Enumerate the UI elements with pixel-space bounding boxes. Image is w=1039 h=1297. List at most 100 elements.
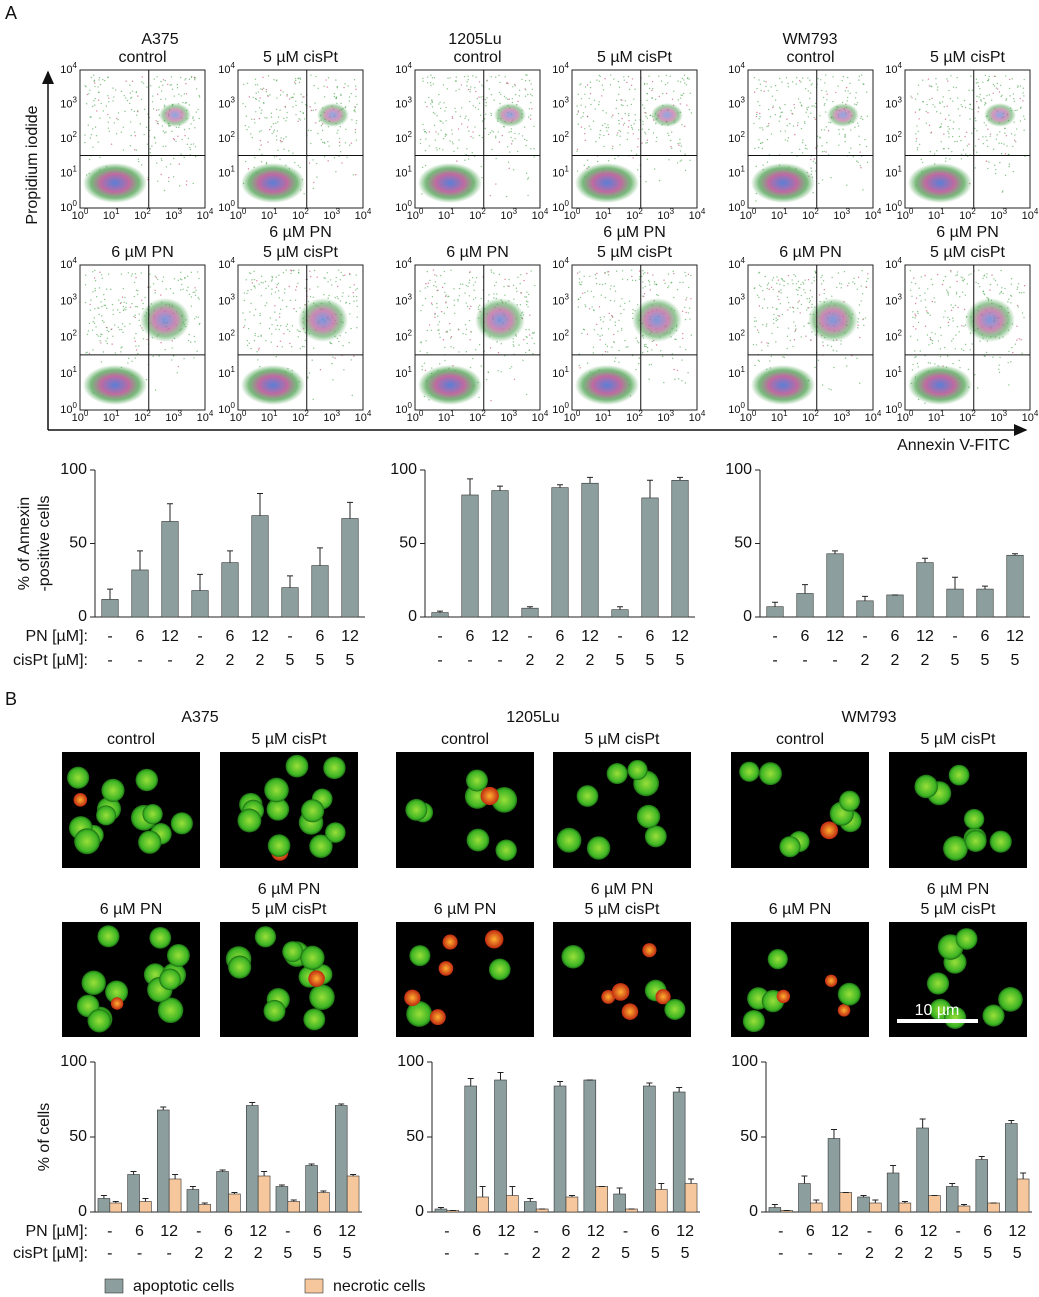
error-bar	[317, 547, 323, 566]
event-dot	[770, 355, 772, 358]
event-dot	[129, 323, 131, 325]
event-dot	[131, 273, 133, 275]
tick-base: 10	[134, 210, 146, 222]
event-dot	[654, 98, 657, 101]
event-dot	[857, 327, 859, 329]
event-dot	[100, 102, 102, 105]
event-dot	[172, 355, 175, 357]
event-dot	[935, 83, 937, 85]
panel-label: B	[5, 689, 17, 709]
tick-label: 104	[885, 256, 902, 271]
event-dot	[530, 83, 532, 85]
event-dot	[822, 341, 824, 343]
event-dot	[243, 83, 245, 86]
cell	[926, 972, 950, 995]
event-dot	[919, 294, 921, 297]
event-dot	[313, 269, 316, 272]
error-bar	[557, 1081, 564, 1086]
event-dot	[680, 145, 683, 147]
x-tick-label: 5	[646, 652, 655, 669]
event-dot	[299, 166, 301, 169]
event-dot	[948, 128, 950, 130]
event-dot	[634, 88, 636, 90]
event-dot	[260, 88, 262, 90]
tick-base: 10	[395, 368, 407, 380]
tick-label: 102	[134, 409, 151, 424]
event-dot	[139, 123, 142, 125]
event-dot	[124, 325, 126, 328]
tick-exponent: 3	[846, 207, 851, 216]
event-dot	[112, 309, 114, 311]
event-dot	[465, 153, 467, 156]
x-tick-label: -	[197, 628, 202, 645]
event-dot	[450, 269, 452, 271]
event-dot	[90, 76, 93, 79]
tick-label: 101	[595, 409, 612, 424]
event-dot	[986, 139, 988, 142]
event-dot	[342, 292, 344, 294]
tick-base: 10	[103, 210, 115, 222]
event-dot	[430, 103, 432, 105]
condition-label: 6 µM PN	[100, 901, 163, 918]
event-dot	[779, 115, 782, 117]
event-dot	[442, 84, 445, 86]
tick-exponent: 2	[814, 409, 819, 418]
tick-base: 10	[689, 412, 701, 424]
event-dot	[135, 332, 137, 335]
cell	[228, 955, 252, 979]
event-dot	[349, 313, 351, 315]
event-dot	[336, 87, 338, 89]
event-dot	[485, 104, 487, 107]
event-dot	[943, 133, 945, 135]
event-dot	[602, 89, 605, 91]
event-dot	[1003, 143, 1005, 145]
event-dot	[591, 306, 593, 308]
event-dot	[437, 289, 439, 291]
cell	[943, 1006, 967, 1029]
event-dot	[763, 90, 765, 92]
event-dot	[974, 167, 976, 169]
error-bar	[160, 1106, 167, 1110]
tick-label: 102	[395, 130, 412, 145]
event-dot	[195, 289, 197, 291]
error-bar	[901, 1201, 908, 1203]
tick-base: 10	[657, 412, 669, 424]
event-dot	[163, 189, 166, 192]
event-dot	[594, 274, 597, 276]
bar	[216, 1171, 229, 1213]
event-dot	[507, 285, 509, 287]
event-dot	[242, 102, 244, 105]
tick-label: 100	[72, 409, 89, 424]
event-dot	[279, 94, 282, 96]
cell	[142, 803, 163, 825]
event-dot	[846, 100, 848, 102]
event-dot	[601, 283, 604, 286]
bar	[476, 1196, 489, 1213]
event-dot	[806, 309, 808, 311]
event-dot	[246, 82, 249, 84]
event-dot	[844, 136, 846, 138]
event-dot	[804, 292, 806, 294]
event-dot	[168, 176, 170, 179]
event-dot	[185, 82, 187, 85]
event-dot	[931, 283, 934, 286]
event-dot	[646, 93, 648, 95]
error-bar	[497, 485, 503, 491]
event-dot	[472, 75, 474, 77]
cell	[839, 790, 860, 812]
event-dot	[852, 281, 854, 283]
error-bar	[172, 1174, 179, 1179]
cell-line-title: A375	[141, 31, 178, 48]
bar	[798, 1183, 811, 1213]
event-dot	[793, 107, 796, 109]
tick-exponent: 2	[481, 409, 486, 418]
event-dot	[444, 133, 447, 135]
bar	[161, 521, 179, 618]
event-dot	[636, 340, 639, 342]
flow-plot-frame	[414, 264, 541, 411]
event-dot	[652, 132, 655, 134]
event-dot	[979, 340, 981, 342]
event-dot	[527, 93, 529, 96]
x-tick-label: 2	[591, 1245, 600, 1262]
event-dot	[422, 77, 424, 80]
